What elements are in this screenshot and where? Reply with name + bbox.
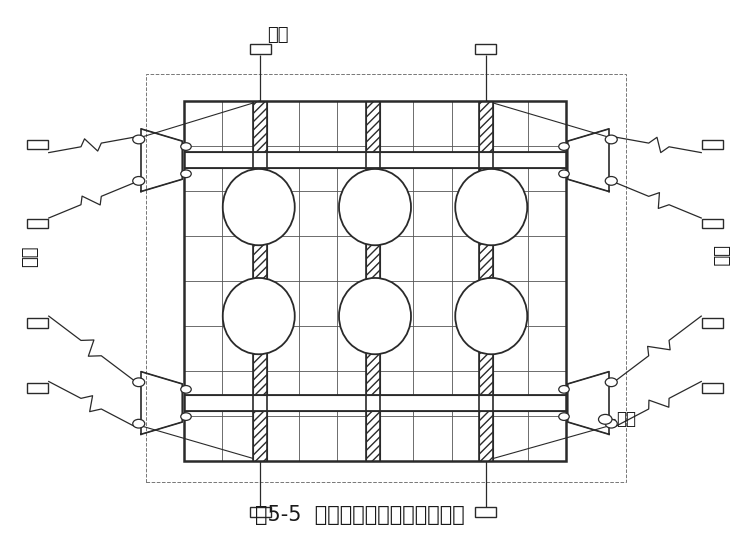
Circle shape	[133, 177, 145, 185]
Text: 主锚: 主锚	[21, 245, 39, 267]
Bar	[184, 395, 566, 411]
Bar	[250, 44, 271, 54]
Ellipse shape	[223, 169, 295, 245]
Text: 尾锚: 尾锚	[711, 245, 729, 267]
Bar	[476, 44, 496, 54]
Bar	[27, 219, 48, 228]
Bar	[184, 152, 566, 168]
Ellipse shape	[455, 169, 527, 245]
Bar	[702, 318, 723, 328]
Circle shape	[133, 419, 145, 428]
Circle shape	[559, 143, 569, 150]
Circle shape	[181, 170, 191, 178]
Bar	[184, 101, 566, 461]
Circle shape	[181, 413, 191, 420]
Circle shape	[133, 378, 145, 386]
Ellipse shape	[339, 169, 411, 245]
Bar	[250, 507, 271, 517]
Bar	[366, 101, 380, 461]
Bar	[702, 219, 723, 228]
Text: 图5-5  船组式钻孔平台结构示意图: 图5-5 船组式钻孔平台结构示意图	[255, 505, 465, 525]
Circle shape	[605, 419, 617, 428]
Bar	[476, 507, 496, 517]
Ellipse shape	[223, 278, 295, 354]
Circle shape	[598, 414, 612, 424]
Circle shape	[181, 143, 191, 150]
Text: 绞车: 绞车	[616, 410, 637, 428]
Bar	[184, 101, 566, 461]
Circle shape	[605, 378, 617, 386]
Bar	[254, 101, 267, 461]
Circle shape	[181, 385, 191, 393]
Ellipse shape	[339, 278, 411, 354]
Bar	[27, 140, 48, 149]
Bar	[27, 318, 48, 328]
Circle shape	[559, 385, 569, 393]
Bar	[702, 383, 723, 393]
Circle shape	[559, 413, 569, 420]
Bar	[27, 383, 48, 393]
Circle shape	[605, 177, 617, 185]
Bar	[146, 74, 626, 482]
Circle shape	[605, 135, 617, 144]
Circle shape	[559, 170, 569, 178]
Bar	[479, 101, 493, 461]
Text: 侧锚: 侧锚	[267, 26, 288, 45]
Circle shape	[133, 135, 145, 144]
Ellipse shape	[455, 278, 527, 354]
Bar	[702, 140, 723, 149]
